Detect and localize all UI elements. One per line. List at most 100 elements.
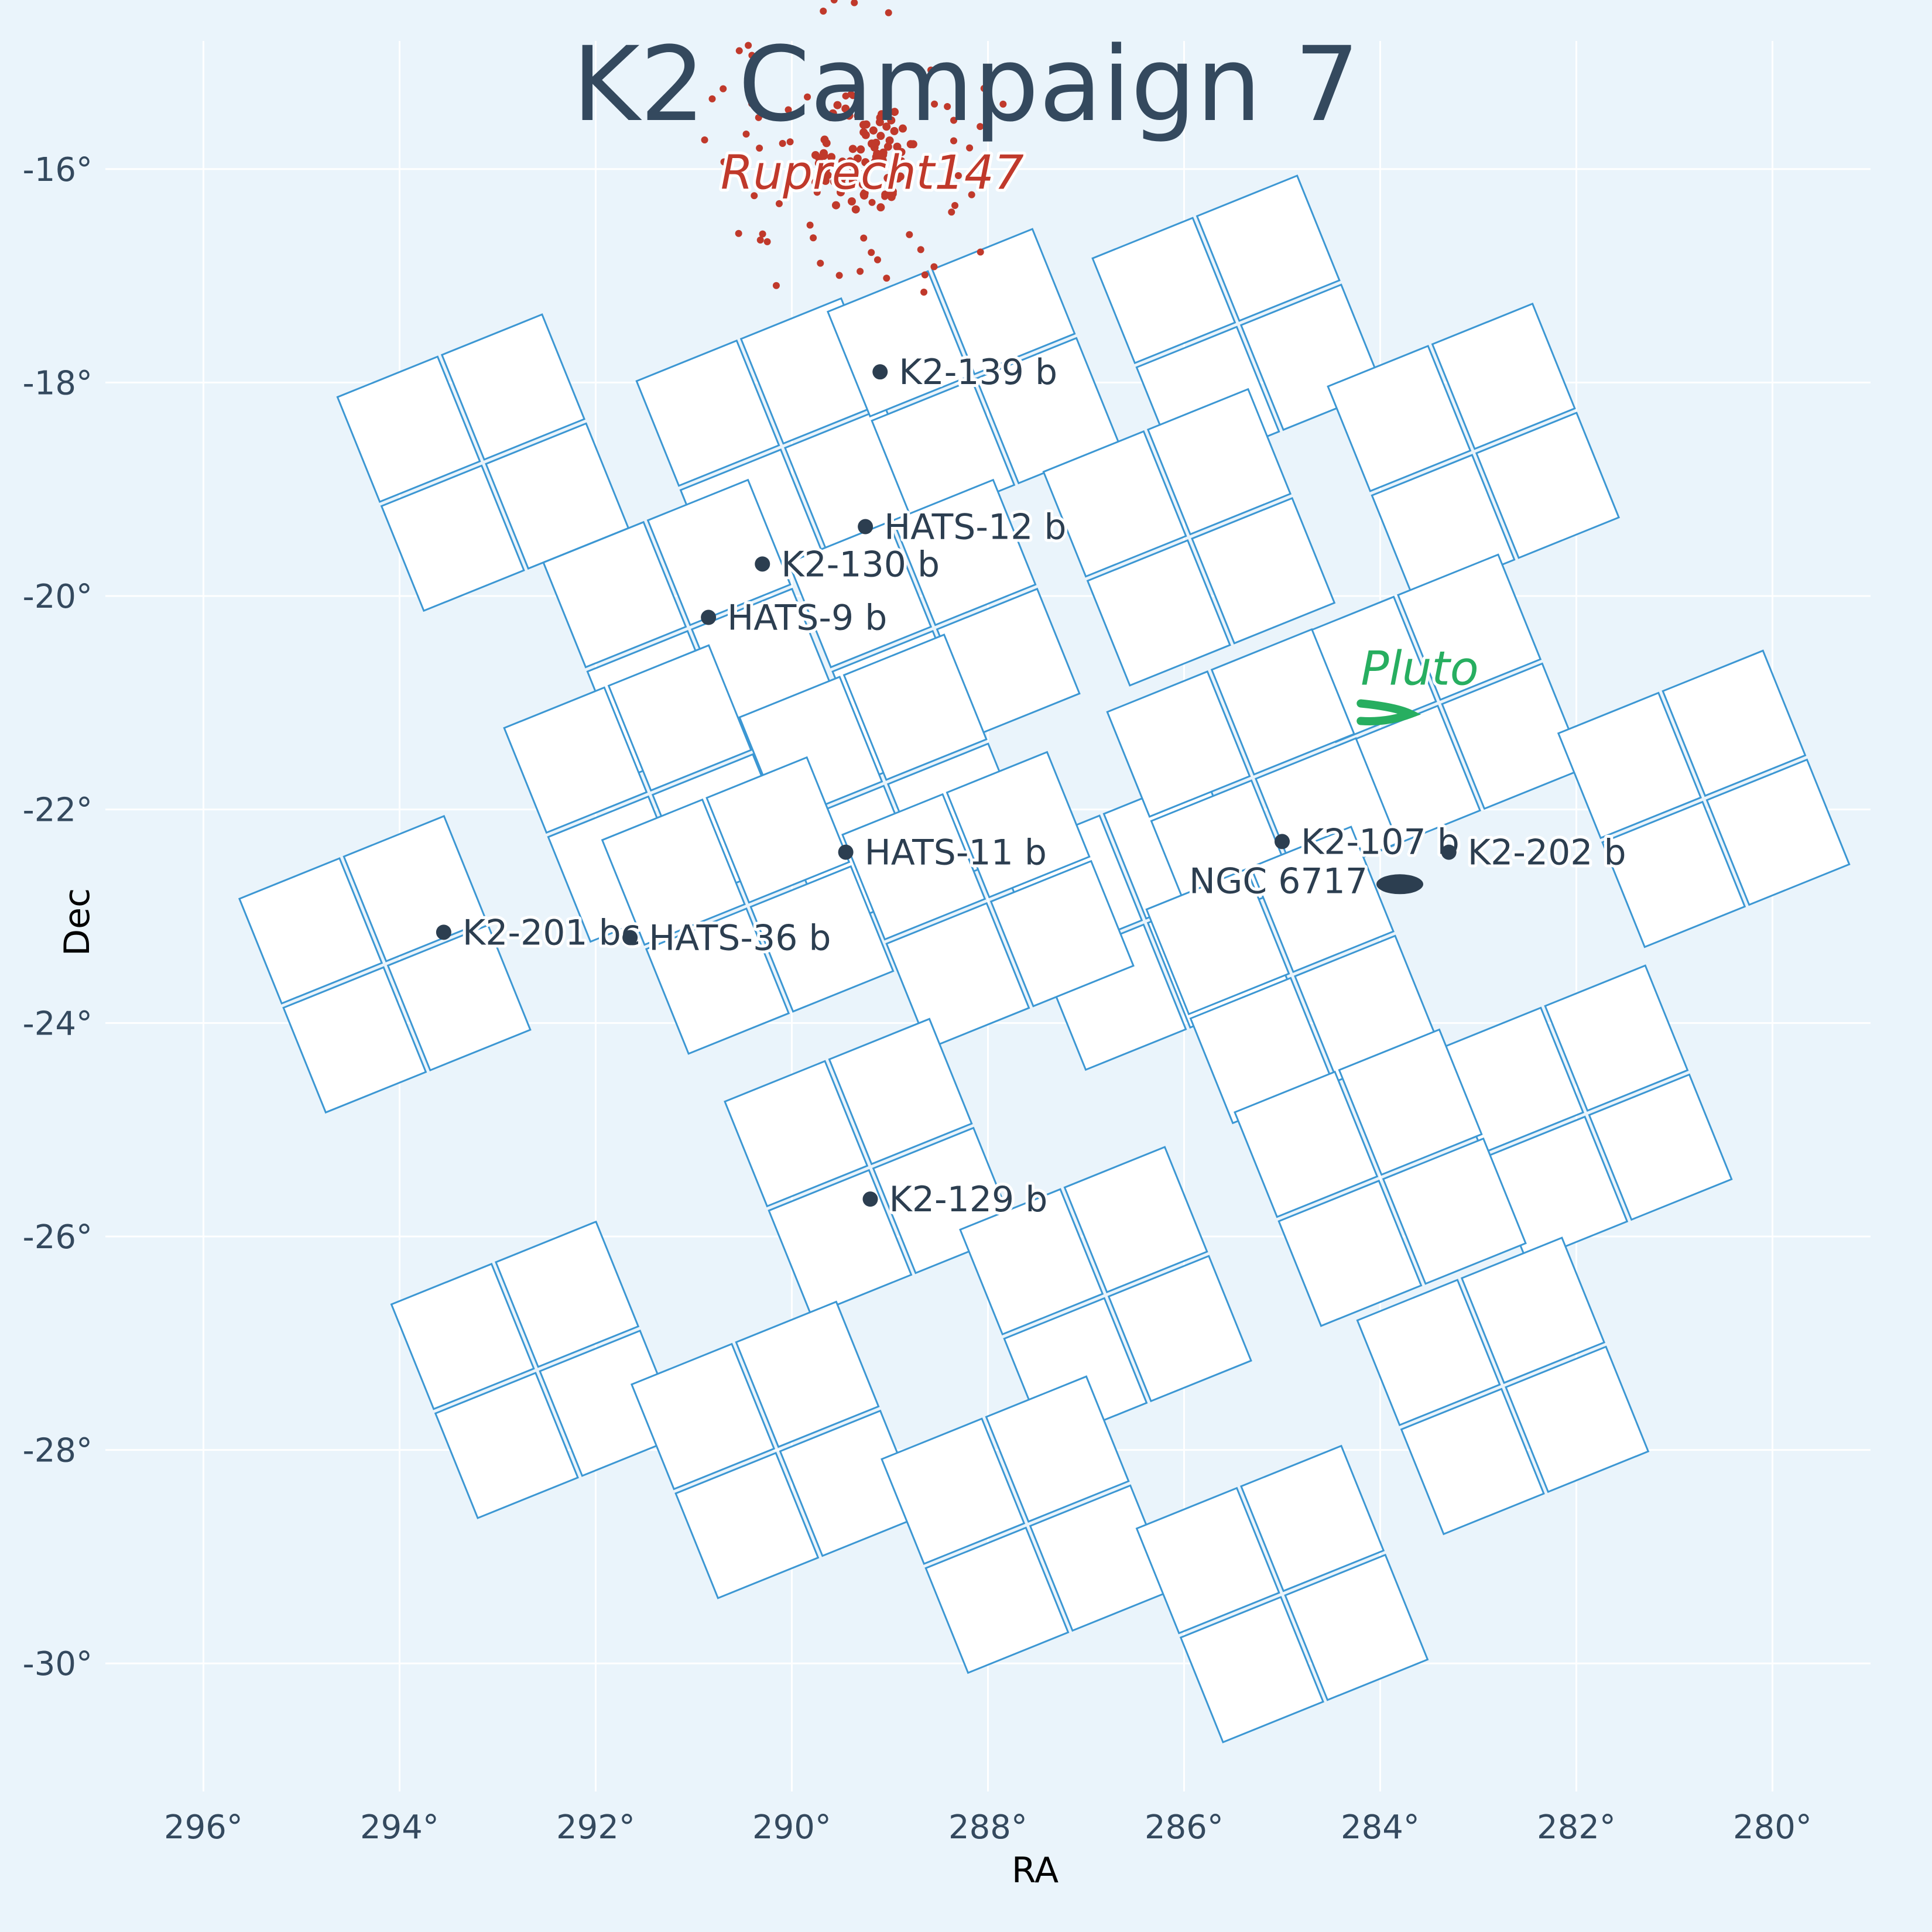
cluster-star xyxy=(927,66,935,74)
planet-label: K2-201 bc xyxy=(463,912,640,953)
ccd-channel xyxy=(885,902,1030,1050)
x-tick-label: 292° xyxy=(556,1808,635,1847)
cluster-star xyxy=(852,102,861,111)
ccd-channel xyxy=(1327,344,1472,492)
ccd-channel xyxy=(434,1372,579,1519)
planet-marker xyxy=(701,609,717,625)
ccd-channel xyxy=(989,859,1135,1008)
cluster-star xyxy=(876,203,885,212)
cluster-star xyxy=(860,234,868,242)
ccd-module xyxy=(601,756,895,1055)
ccd-channel xyxy=(1588,1073,1733,1221)
cluster-star xyxy=(883,275,890,282)
ccd-channel xyxy=(1277,1179,1423,1327)
cluster-star xyxy=(811,178,820,187)
cluster-star xyxy=(881,193,889,200)
cluster-star xyxy=(848,145,857,153)
ccd-channel xyxy=(768,1169,913,1317)
cluster-star xyxy=(917,246,924,254)
planet-label: HATS-11 b xyxy=(865,833,1047,873)
ccd-channel xyxy=(1284,1553,1429,1701)
ccd-module xyxy=(1439,964,1733,1263)
y-tick-label: -16° xyxy=(23,151,93,189)
ccd-channel xyxy=(1338,1028,1483,1176)
cluster-star xyxy=(833,101,842,109)
ccd-channel xyxy=(386,924,532,1071)
y-tick-label: -24° xyxy=(23,1005,93,1043)
cluster-star xyxy=(751,192,758,200)
ccd-channel xyxy=(1240,1444,1385,1592)
cluster-star xyxy=(827,153,836,162)
ccd-channel xyxy=(1191,496,1336,645)
cluster-star xyxy=(847,197,856,205)
cluster-star xyxy=(838,157,847,166)
ccd-channel xyxy=(1249,825,1395,974)
cluster-star xyxy=(759,230,766,238)
cluster-star xyxy=(810,234,817,242)
ccd-channel xyxy=(336,355,481,503)
ccd-channel xyxy=(1475,412,1621,559)
cluster-star xyxy=(735,229,742,237)
cluster-star xyxy=(859,190,868,199)
ccd-channel xyxy=(828,1018,973,1166)
ccd-channel xyxy=(1431,302,1576,450)
cluster-star xyxy=(820,152,828,160)
cluster-star xyxy=(785,106,792,114)
cluster-star xyxy=(720,158,728,166)
planet-label: K2-202 b xyxy=(1468,833,1626,873)
cluster-star xyxy=(745,42,752,49)
planet-label: HATS-9 b xyxy=(727,598,887,639)
ccd-module xyxy=(336,313,630,612)
planet-label: K2-107 b xyxy=(1301,821,1460,862)
ccd-channel xyxy=(1106,670,1251,818)
cluster-star xyxy=(977,248,984,256)
ccd-channel xyxy=(1107,1255,1252,1403)
ccd-channel xyxy=(959,1188,1104,1336)
cluster-star xyxy=(834,171,841,179)
cluster-star xyxy=(869,126,878,135)
cluster-star xyxy=(898,124,907,133)
ccd-channel xyxy=(705,756,851,904)
cluster-star xyxy=(851,0,858,6)
planet-marker xyxy=(872,364,888,380)
cluster-star xyxy=(841,104,850,113)
cluster-star xyxy=(893,174,902,183)
ccd-channel xyxy=(1135,1486,1280,1635)
cluster-star xyxy=(920,289,928,296)
ngc6717-marker xyxy=(1376,874,1423,895)
cluster-star xyxy=(847,91,855,98)
ccd-channel xyxy=(1091,217,1236,364)
cluster-star xyxy=(868,249,875,256)
ccd-module xyxy=(1106,628,1400,927)
ccd-channel xyxy=(826,270,972,418)
planet-label: HATS-36 b xyxy=(649,917,831,958)
ccd-module xyxy=(959,1146,1252,1445)
ccd-module xyxy=(1327,302,1621,601)
y-axis-ticks: -16° -18° -20° -22° -24° -26° -28° -30° xyxy=(23,151,93,1683)
planet-marker xyxy=(755,556,770,572)
cluster-star xyxy=(859,121,868,129)
cluster-star xyxy=(931,100,938,108)
ccd-channel xyxy=(1063,1146,1208,1293)
ccd-channel xyxy=(841,793,986,941)
ccd-channel xyxy=(630,1342,776,1491)
planet-marker xyxy=(862,1191,878,1207)
ccd-channel xyxy=(892,478,1037,626)
y-tick-label: -26° xyxy=(23,1218,93,1256)
cluster-star xyxy=(859,172,868,180)
ccd-module xyxy=(390,1220,684,1519)
cluster-star xyxy=(890,108,899,117)
cluster-star xyxy=(804,93,811,101)
ccd-channel xyxy=(1400,1388,1545,1536)
ccd-channel xyxy=(1145,868,1290,1016)
cluster-star xyxy=(921,271,929,279)
ccd-channel xyxy=(635,339,780,487)
ccd-channel xyxy=(735,1300,880,1448)
ccd-channel xyxy=(390,1262,535,1410)
cluster-star xyxy=(835,272,843,279)
ccd-channel xyxy=(1544,964,1689,1112)
cluster-star xyxy=(1002,179,1009,187)
cluster-star xyxy=(820,8,827,15)
ccd-module xyxy=(1292,553,1586,852)
cluster-star xyxy=(822,139,831,148)
